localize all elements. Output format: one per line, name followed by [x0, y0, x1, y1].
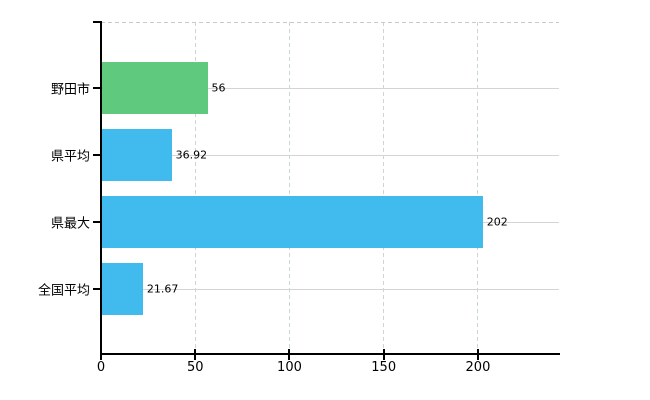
x-tick-label: 0 [96, 360, 106, 375]
y-axis-line [100, 21, 102, 355]
x-tick-label: 100 [277, 360, 302, 375]
category-label-2: 県最大 [50, 216, 90, 232]
x-gridline [477, 22, 479, 353]
bar-0 [102, 62, 208, 114]
x-tick-label: 50 [186, 360, 204, 375]
bar-3 [102, 263, 143, 315]
value-label-3: 21.67 [146, 282, 179, 296]
y-axis-tick [93, 21, 101, 23]
y-axis-tick [93, 288, 101, 290]
value-label-0: 56 [211, 81, 226, 95]
category-gridline [101, 154, 559, 156]
x-tick-label: 150 [371, 360, 397, 375]
category-label-1: 県平均 [50, 149, 90, 165]
y-axis-tick [93, 87, 101, 89]
y-axis-tick [93, 154, 101, 156]
plot-top-border [101, 22, 559, 23]
x-tick-label: 200 [465, 360, 491, 375]
x-gridline [194, 22, 196, 353]
value-label-2: 202 [486, 215, 508, 229]
category-gridline [101, 288, 559, 290]
x-gridline [288, 22, 290, 353]
bar-1 [102, 129, 172, 181]
bar-2 [102, 196, 483, 248]
category-label-3: 全国平均 [37, 283, 90, 299]
x-axis-line [100, 353, 560, 355]
x-gridline [383, 22, 385, 353]
value-label-1: 36.92 [175, 148, 208, 162]
category-label-0: 野田市 [50, 82, 90, 98]
category-gridline [101, 87, 559, 89]
y-axis-tick [93, 221, 101, 223]
